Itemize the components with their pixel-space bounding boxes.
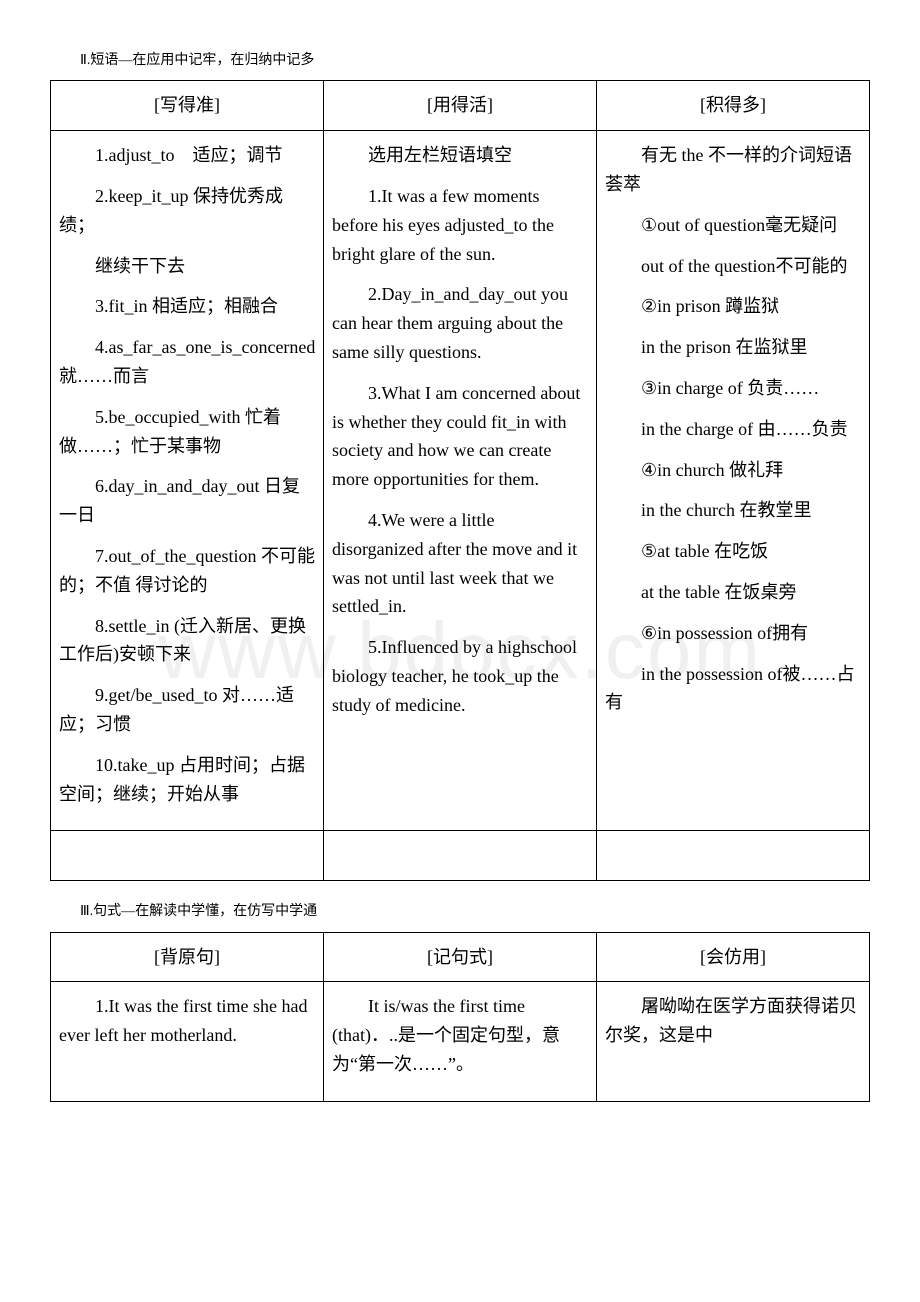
table-body-row: 1.adjust_to 适应；调节 2.keep_it_up 保持优秀成绩； 继… <box>51 131 870 831</box>
col2-item: 3.What I am concerned about is whether t… <box>332 379 588 494</box>
col1-item: 8.settle_in (迁入新居、更换工作后)安顿下来 <box>59 612 315 670</box>
col-header-3: [积得多] <box>597 81 870 131</box>
col3-item: ⑤at table 在吃饭 <box>605 537 861 566</box>
table-empty-row <box>51 831 870 881</box>
col3-item: ③in charge of 负责…… <box>605 374 861 403</box>
col2-item: 5.Influenced by a highschool biology tea… <box>332 633 588 719</box>
col1-item: 2.keep_it_up 保持优秀成绩； <box>59 182 315 240</box>
section-3-heading: Ⅲ.句式—在解读中学懂，在仿写中学通 <box>80 901 870 923</box>
row1-col1: 1.It was the first time she had ever lef… <box>51 982 324 1101</box>
table-row: 1.It was the first time she had ever lef… <box>51 982 870 1101</box>
table-header-row: [写得准] [用得活] [积得多] <box>51 81 870 131</box>
col2-item: 2.Day_in_and_day_out you can hear them a… <box>332 280 588 366</box>
row1-col3-text: 屠呦呦在医学方面获得诺贝尔奖，这是中 <box>605 992 861 1050</box>
col3-item: in the possession of被……占有 <box>605 660 861 718</box>
table-header-row: [背原句] [记句式] [会仿用] <box>51 932 870 982</box>
col3-item: ②in prison 蹲监狱 <box>605 292 861 321</box>
row1-col3: 屠呦呦在医学方面获得诺贝尔奖，这是中 <box>597 982 870 1101</box>
col3-item: at the table 在饭桌旁 <box>605 578 861 607</box>
col-header-2: [用得活] <box>324 81 597 131</box>
row1-col2-text: It is/was the first time (that)．..是一个固定句… <box>332 992 588 1078</box>
col3-item: ⑥in possession of拥有 <box>605 619 861 648</box>
sentence-table: [背原句] [记句式] [会仿用] 1.It was the first tim… <box>50 932 870 1102</box>
col-header-1: [背原句] <box>51 932 324 982</box>
col1-item: 10.take_up 占用时间；占据空间；继续；开始从事 <box>59 751 315 809</box>
row1-col2: It is/was the first time (that)．..是一个固定句… <box>324 982 597 1101</box>
col1-item: 7.out_of_the_question 不可能的；不值 得讨论的 <box>59 542 315 600</box>
col3-item: ①out of question毫无疑问 <box>605 211 861 240</box>
col-header-1: [写得准] <box>51 81 324 131</box>
col1-item: 5.be_occupied_with 忙着做……；忙于某事物 <box>59 403 315 461</box>
col1-item: 9.get/be_used_to 对……适应；习惯 <box>59 681 315 739</box>
col3-item: in the prison 在监狱里 <box>605 333 861 362</box>
section-2-heading: Ⅱ.短语—在应用中记牢，在归纳中记多 <box>80 50 870 72</box>
col1-item: 继续干下去 <box>59 252 315 281</box>
col3-item: in the charge of 由……负责 <box>605 415 861 444</box>
col2-intro: 选用左栏短语填空 <box>332 141 588 170</box>
col-header-2: [记句式] <box>324 932 597 982</box>
row1-col1-text: 1.It was the first time she had ever lef… <box>59 992 315 1050</box>
col3-item: in the church 在教堂里 <box>605 496 861 525</box>
col1-cell: 1.adjust_to 适应；调节 2.keep_it_up 保持优秀成绩； 继… <box>51 131 324 831</box>
col2-item: 1.It was a few moments before his eyes a… <box>332 182 588 268</box>
phrases-table: [写得准] [用得活] [积得多] 1.adjust_to 适应；调节 2.ke… <box>50 80 870 881</box>
col3-intro: 有无 the 不一样的介词短语荟萃 <box>605 141 861 199</box>
col2-cell: 选用左栏短语填空 1.It was a few moments before h… <box>324 131 597 831</box>
col1-item: 4.as_far_as_one_is_concerned 就……而言 <box>59 333 315 391</box>
col1-item: 6.day_in_and_day_out 日复一日 <box>59 472 315 530</box>
col-header-3: [会仿用] <box>597 932 870 982</box>
col1-item: 3.fit_in 相适应；相融合 <box>59 292 315 321</box>
empty-cell <box>51 831 324 881</box>
col1-item: 1.adjust_to 适应；调节 <box>59 141 315 170</box>
empty-cell <box>597 831 870 881</box>
col2-item: 4.We were a little disorganized after th… <box>332 506 588 621</box>
col3-item: ④in church 做礼拜 <box>605 456 861 485</box>
empty-cell <box>324 831 597 881</box>
col3-item: out of the question不可能的 <box>605 252 861 281</box>
col3-cell: 有无 the 不一样的介词短语荟萃 ①out of question毫无疑问 o… <box>597 131 870 831</box>
